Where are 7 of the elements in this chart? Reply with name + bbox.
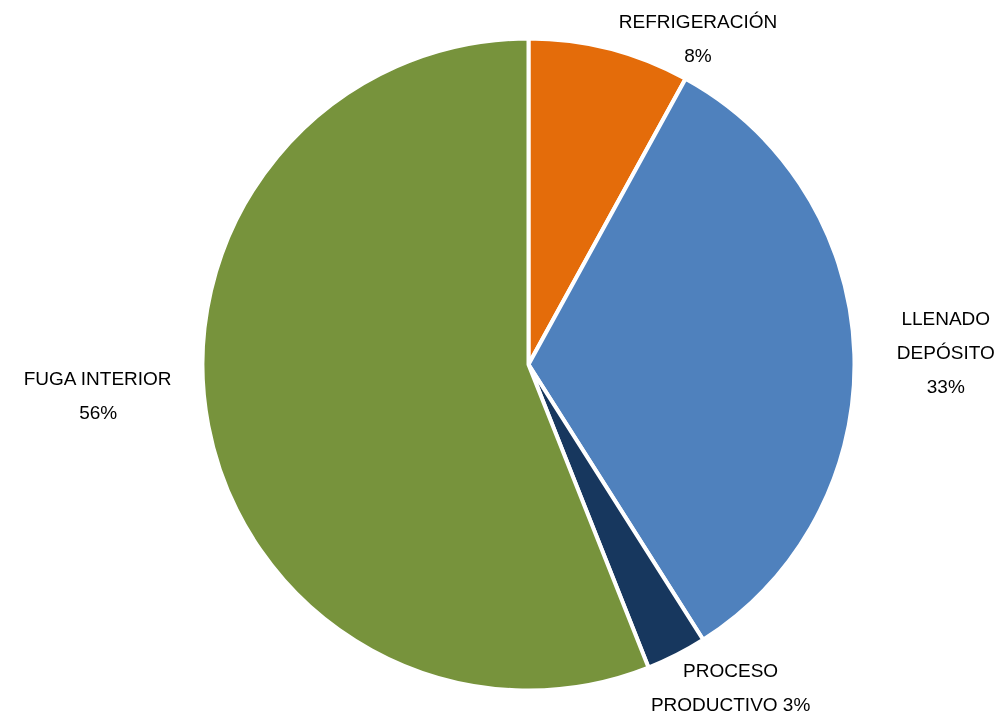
slice-label: REFRIGERACIÓN bbox=[618, 11, 778, 33]
slice-label: PROCESO PRODUCTIVO 3% bbox=[650, 659, 811, 715]
slice-label: FUGA INTERIOR bbox=[23, 368, 172, 390]
data-label: 8% bbox=[684, 44, 712, 66]
data-label: 56% bbox=[79, 401, 118, 423]
slice-label: LLENADO DEPÓSITO bbox=[896, 308, 995, 363]
data-label: 33% bbox=[926, 375, 965, 397]
